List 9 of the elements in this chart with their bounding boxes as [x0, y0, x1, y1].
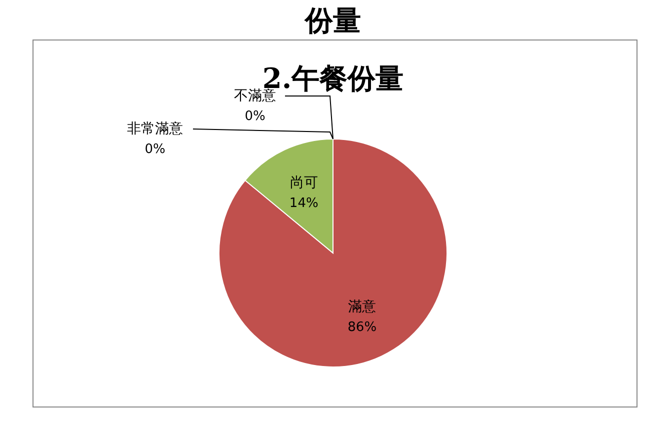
- data-label: 14%: [289, 196, 318, 212]
- chart-title: 份量: [304, 4, 361, 37]
- slice-label: 尚可: [290, 175, 318, 192]
- slice-label: 滿意: [348, 298, 376, 315]
- text: 0%: [244, 109, 266, 124]
- category-label: 非常滿意: [127, 121, 183, 137]
- data-label: 86%: [348, 320, 377, 335]
- text: 0%: [144, 142, 166, 157]
- pie-slice: [218, 138, 448, 368]
